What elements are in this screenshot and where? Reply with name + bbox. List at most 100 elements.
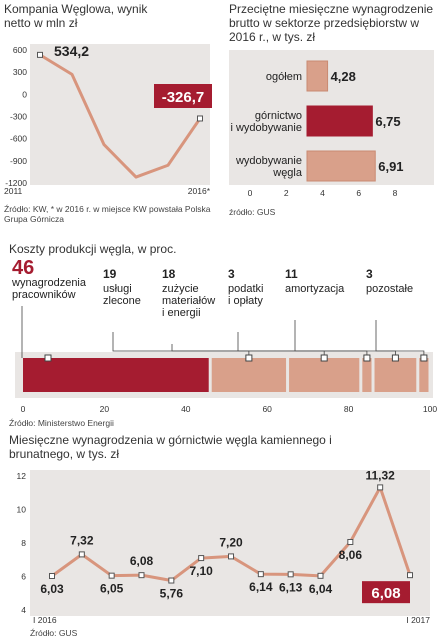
costs-segment-label: 3 pozostałe xyxy=(366,268,414,296)
mining-data-point xyxy=(108,572,115,579)
mining-y-tick-label: 8 xyxy=(21,538,26,548)
kw-data-point xyxy=(37,51,43,58)
mining-data-point xyxy=(287,571,294,578)
mining-value-label: 7,10 xyxy=(189,564,213,578)
costs-segment-percent: 19 xyxy=(103,267,117,281)
costs-x-tick-label: 60 xyxy=(262,404,272,414)
mining-data-point xyxy=(138,572,145,579)
mining-y-tick-label: 4 xyxy=(21,605,26,615)
costs-segment-percent: 3 xyxy=(228,267,235,281)
costs-segment-percent: 18 xyxy=(162,267,176,281)
kw-x-tick-label: 2016* xyxy=(188,186,211,196)
costs-marker xyxy=(44,354,52,362)
mining-value-label: 6,08 xyxy=(371,585,400,602)
mining-value-label: 11,32 xyxy=(365,468,395,482)
costs-segment xyxy=(374,358,417,392)
mining-data-point xyxy=(78,551,85,558)
costs-segment-desc: pozostałe xyxy=(366,283,414,295)
costs-segment-desc: podatki i opłaty xyxy=(228,283,264,307)
mining-y-tick-label: 12 xyxy=(17,471,27,481)
sector-x-tick-label: 0 xyxy=(248,188,253,198)
kw-y-tick-label: 0 xyxy=(22,89,27,99)
costs-chart-source: Źródło: Ministerstwo Energii xyxy=(9,418,114,428)
costs-marker xyxy=(320,354,328,362)
costs-marker xyxy=(245,354,253,362)
kw-x-tick-label: 2011 xyxy=(4,186,23,196)
costs-x-tick-label: 40 xyxy=(181,404,191,414)
costs-segment-percent: 11 xyxy=(285,267,298,281)
sector-chart-source: źródło: GUS xyxy=(229,207,276,217)
sector-bar xyxy=(306,150,376,182)
costs-segment-label: 11 amortyzacja xyxy=(285,267,344,296)
mining-value-label: 6,03 xyxy=(40,582,64,596)
kw-label-last: -326,7 xyxy=(162,89,205,106)
kw-y-tick-label: -900 xyxy=(10,156,27,166)
mining-data-point xyxy=(317,572,324,579)
costs-segment-desc: wynagrodzenia pracowników xyxy=(12,277,86,301)
mining-label-last-bg xyxy=(362,581,410,604)
costs-x-tick-label: 80 xyxy=(344,404,354,414)
costs-segment xyxy=(23,358,209,392)
kw-chart-source: Źródło: KW, * w 2016 r. w miejsce KW pow… xyxy=(4,204,211,224)
kw-chart-title: Kompania Węglowa, wynik netto w mln zł xyxy=(4,2,148,30)
costs-x-tick-label: 0 xyxy=(21,404,26,414)
costs-segment-desc: zużycie materiałów i energii xyxy=(162,283,216,319)
costs-segment xyxy=(362,358,372,392)
sector-x-tick-label: 6 xyxy=(356,188,361,198)
costs-marker xyxy=(391,354,399,362)
kw-label-last-bg xyxy=(154,84,212,108)
costs-x-tick-label: 20 xyxy=(100,404,110,414)
kw-data-point xyxy=(197,115,203,122)
costs-segment-percent: 46 xyxy=(12,257,35,279)
costs-chart-title: Koszty produkcji węgla, w proc. xyxy=(9,242,177,256)
mining-data-point xyxy=(198,555,205,562)
costs-segment-label: 3 podatki i opłaty xyxy=(228,267,264,308)
mining-data-point xyxy=(168,577,175,584)
mining-value-label: 6,04 xyxy=(309,582,333,596)
mining-value-label: 5,76 xyxy=(160,587,184,601)
sector-category-label: wydobywanie xyxy=(235,155,302,167)
mining-value-label: 8,06 xyxy=(339,548,363,562)
sector-category-label: węgla xyxy=(272,167,303,179)
mining-value-label: 6,05 xyxy=(100,582,124,596)
sector-bar xyxy=(306,105,373,137)
mining-value-label: 6,13 xyxy=(279,580,303,594)
costs-segment xyxy=(419,358,429,392)
kw-y-tick-label: -300 xyxy=(10,112,27,122)
kw-label-first: 534,2 xyxy=(54,43,89,59)
mining-data-point xyxy=(377,484,384,491)
mining-y-tick-label: 10 xyxy=(17,505,27,515)
mining-chart-source: Źródło: GUS xyxy=(30,628,78,638)
kw-y-tick-label: 600 xyxy=(13,45,27,55)
sector-category-label: górnictwo xyxy=(255,110,302,122)
mining-value-label: 7,32 xyxy=(70,533,94,547)
costs-segment-desc: usługi zlecone xyxy=(103,283,141,307)
costs-segment xyxy=(289,358,360,392)
mining-x-tick-label: I 2017 xyxy=(406,615,430,625)
mining-data-point xyxy=(228,553,234,560)
costs-segment xyxy=(211,358,287,392)
sector-x-tick-label: 2 xyxy=(284,188,289,198)
mining-data-point xyxy=(347,538,354,545)
sector-bar xyxy=(306,60,329,92)
sector-chart-title: Przeciętne miesięczne wynagrodzenie brut… xyxy=(229,2,434,44)
costs-marker xyxy=(363,354,371,362)
mining-data-point xyxy=(407,572,413,579)
mining-value-label: 6,14 xyxy=(249,580,273,594)
costs-marker xyxy=(420,354,428,362)
mining-chart-title: Miesięczne wynagrodzenia w górnictwie wę… xyxy=(9,433,332,461)
mining-y-tick-label: 6 xyxy=(21,572,26,582)
mining-x-tick-label: I 2016 xyxy=(33,615,57,625)
mining-data-point xyxy=(257,571,264,578)
mining-value-label: 7,20 xyxy=(219,535,243,549)
sector-value-label: 6,75 xyxy=(375,114,400,129)
kw-y-tick-label: -1200 xyxy=(5,178,27,188)
costs-segment-label: 46 wynagrodzenia pracowników xyxy=(12,257,86,301)
sector-x-tick-label: 4 xyxy=(320,188,325,198)
kw-y-tick-label: -600 xyxy=(10,134,27,144)
mining-value-label: 6,08 xyxy=(130,554,154,568)
costs-segment-label: 19 usługi zlecone xyxy=(103,267,141,308)
